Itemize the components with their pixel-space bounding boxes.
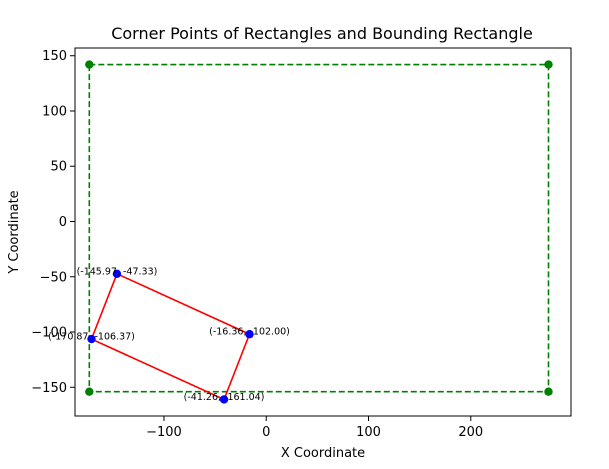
x-tick-label: −100 [146,425,182,440]
corner-point-label: (-16.36, -102.00) [209,327,290,338]
corner-point-label: (-145.97, -47.33) [77,266,158,277]
y-tick-label: 50 [50,160,67,175]
x-axis-label: X Coordinate [281,446,365,461]
bounding-corner-point [85,387,94,396]
corner-point [112,269,122,279]
y-axis-label: Y Coordinate [7,190,22,274]
y-tick-label: −150 [31,381,67,396]
corner-point-label: (-41.26, -161.04) [184,392,265,403]
y-tick-label: −50 [40,270,67,285]
x-tick-label: 100 [356,425,381,440]
plot-area: (-145.97, -47.33) (-16.36, -102.00) (-41.2… [48,60,553,404]
y-axis: −150 −100 −50 0 50 100 150 [31,49,75,396]
y-tick-label: 0 [59,215,67,230]
bounding-corner-point [544,387,553,396]
y-tick-label: 100 [42,104,67,119]
corner-point [87,334,96,344]
y-tick-label: 150 [42,49,67,64]
x-axis: −100 0 100 200 [146,416,483,440]
bounding-corner-point [544,60,553,69]
bounding-corner-point [85,60,94,69]
x-tick-label: 0 [262,425,270,440]
corner-point-label: (-170.87, -106.37) [48,332,135,343]
chart-title: Corner Points of Rectangles and Bounding… [111,24,533,43]
plot-frame [74,47,572,417]
corner-point [245,330,254,339]
bounding-rectangle-line [88,63,550,393]
y-tick-label: −100 [31,326,67,341]
corner-point [219,395,229,404]
x-tick-label: 200 [458,425,483,440]
